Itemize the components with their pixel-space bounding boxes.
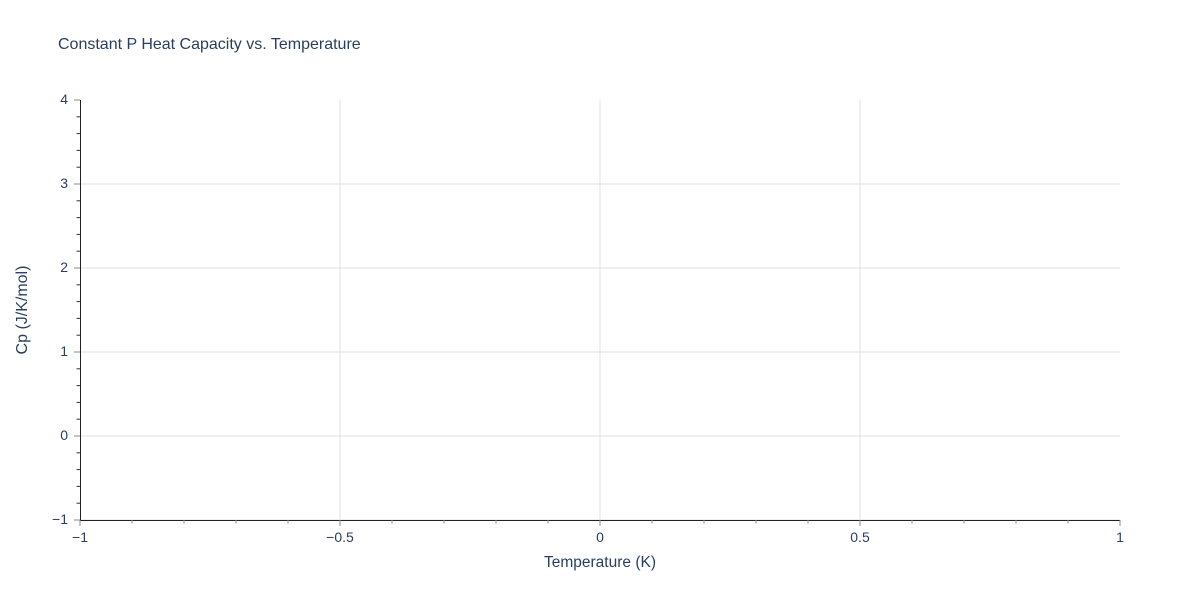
svg-text:0.5: 0.5 — [850, 529, 870, 545]
svg-text:0: 0 — [596, 529, 604, 545]
svg-text:1: 1 — [60, 343, 68, 359]
svg-text:−1: −1 — [72, 529, 88, 545]
svg-text:0: 0 — [60, 427, 68, 443]
svg-text:−1: −1 — [52, 511, 68, 527]
svg-text:4: 4 — [60, 91, 68, 107]
svg-text:1: 1 — [1116, 529, 1124, 545]
svg-text:3: 3 — [60, 175, 68, 191]
svg-text:Temperature (K): Temperature (K) — [544, 554, 656, 571]
svg-text:Constant P Heat Capacity vs. T: Constant P Heat Capacity vs. Temperature — [58, 36, 361, 53]
svg-text:Cp (J/K/mol): Cp (J/K/mol) — [14, 266, 31, 355]
svg-text:−0.5: −0.5 — [326, 529, 354, 545]
svg-text:2: 2 — [60, 259, 68, 275]
